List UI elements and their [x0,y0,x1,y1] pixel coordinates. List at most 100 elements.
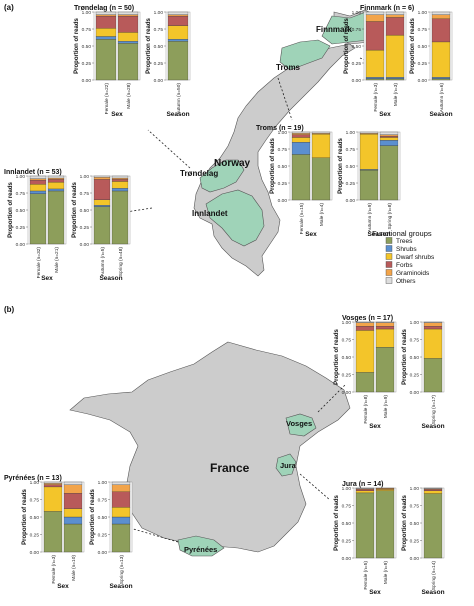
group-label: Sex [369,589,381,596]
bar-segment [117,14,139,17]
x-tick-label: Autumn (n=5) [100,247,106,277]
arrow-troms [277,77,293,121]
region-troms [279,39,331,71]
region-pyrenees [177,535,225,557]
y-tick-label: 0.00 [342,556,352,562]
y-tick-label: 0.75 [16,191,26,197]
bar-segment [47,179,65,183]
bar-segment [423,328,443,359]
bar-segment [117,32,139,42]
y-tick-label: 0.50 [30,515,40,521]
bar-segment [43,481,63,484]
bar-segment [431,77,451,79]
map-label-france: France [210,461,250,475]
france-map [69,341,351,557]
y-tick-label: 0.75 [342,337,352,343]
bar-segment [117,11,139,15]
bar-segment [93,177,111,180]
y-axis-label: Proportion of reads [410,18,416,74]
bar-segment [63,481,83,485]
x-tick-label: Male (n=28) [126,83,132,109]
bar-segment [355,372,375,393]
bar-segment [111,481,131,485]
y-tick-label: 1.00 [82,10,92,16]
y-tick-label: 0.50 [410,521,420,527]
y-axis-label: Proportion of reads [146,18,152,74]
bar-segment [385,34,405,78]
y-tick-label: 0.50 [98,515,108,521]
bar-segment [365,21,385,51]
y-tick-label: 0.25 [30,532,40,538]
chart-title: Finnmark (n = 6) [360,5,414,12]
legend-label: Graminoids [396,270,430,277]
bar-segment [431,14,451,19]
stacked-bar-chart: Pyrénées (n = 13)0.000.250.500.751.00Pro… [4,475,133,590]
y-axis-label: Proportion of reads [74,18,80,74]
bar-segment [375,322,395,327]
arrow-jura [299,473,331,501]
bar-segment [379,131,399,135]
y-tick-label: 0.25 [342,372,352,378]
stacked-bar-chart: Finnmark (n = 6)0.000.250.500.751.00Prop… [344,5,453,118]
bar-segment [63,508,83,518]
y-tick-label: 0.00 [346,198,356,204]
y-tick-label: 0.25 [154,61,164,67]
y-tick-label: 0.00 [410,556,420,562]
bar-segment [375,321,395,323]
bar-segment [359,133,379,170]
y-tick-label: 0.25 [410,538,420,544]
map-label-trondelag: Trøndelag [180,169,218,178]
y-tick-label: 0.00 [278,198,288,204]
panel-label-a: (a) [4,3,14,12]
y-tick-label: 1.00 [342,486,352,492]
bar-segment [431,41,451,78]
bar-segment [111,516,131,525]
y-tick-label: 1.00 [352,10,362,16]
group-label: Season [421,423,444,430]
bar-segment [95,39,117,81]
bar-segment [291,134,311,138]
group-label: Sex [41,275,53,282]
bar-segment [111,190,129,245]
bar-segment [95,11,117,15]
y-tick-label: 0.50 [346,164,356,170]
y-axis-label: Proportion of reads [338,138,344,194]
x-tick-label: Male (n=3) [393,83,399,106]
bar-segment [385,77,405,79]
map-label-norway: Norway [214,158,251,169]
region-innlandet [205,189,265,247]
y-tick-label: 0.00 [410,390,420,396]
bar-segment [29,179,47,185]
map-label-jura: Jura [280,461,297,470]
bar-segment [63,516,83,525]
bar-segment [385,11,405,15]
x-tick-label: Female (n=15) [299,203,305,235]
y-tick-label: 0.75 [410,503,420,509]
bar-segment [47,190,65,245]
y-tick-label: 0.50 [82,44,92,50]
bar-segment [355,321,375,323]
bar-segment [29,175,47,179]
y-axis-label: Proportion of reads [402,329,408,385]
bar-segment [379,137,399,141]
region-trondelag [199,159,245,193]
region-vosges [285,413,317,437]
y-tick-label: 0.00 [418,78,428,84]
y-tick-label: 0.25 [342,538,352,544]
bar-segment [43,484,63,488]
stacked-bar-chart: Jura (n = 14)0.000.250.500.751.00Proport… [334,481,445,596]
x-tick-label: Spring (n=17) [431,395,437,425]
stacked-bar-chart: Vosges (n = 17)0.000.250.500.751.00Propo… [334,315,445,430]
bar-segment [29,178,47,181]
y-axis-label: Proportion of reads [334,329,340,385]
bar-segment [291,131,311,134]
y-tick-label: 1.00 [410,320,420,326]
bar-segment [423,493,443,559]
group-label: Sex [305,231,317,238]
bar-segment [43,486,63,512]
y-tick-label: 0.00 [352,78,362,84]
bar-segment [291,137,311,143]
